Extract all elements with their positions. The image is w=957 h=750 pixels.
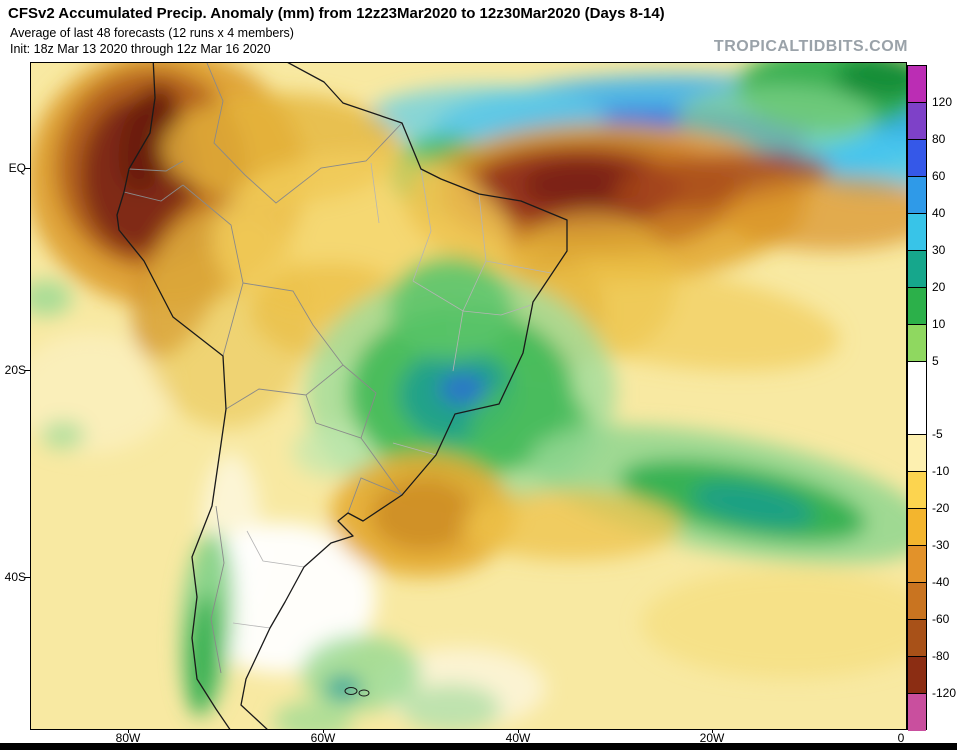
map-canvas xyxy=(31,63,906,729)
tropicaltidbits-watermark: TROPICALTIDBITS.COM xyxy=(713,38,908,55)
y-axis-tick xyxy=(25,370,30,371)
y-axis-tick xyxy=(25,577,30,578)
colorbar-tick-label: 20 xyxy=(932,280,946,294)
colorbar-cell xyxy=(908,472,926,509)
colorbar-cell xyxy=(908,657,926,694)
x-axis-tick xyxy=(128,729,129,733)
x-axis-tick xyxy=(712,729,713,733)
anomaly-blob xyxy=(31,280,72,316)
anomaly-blob xyxy=(523,161,643,209)
colorbar-tick-label: 60 xyxy=(932,169,946,183)
anomaly-blob xyxy=(461,490,681,560)
colorbar-cell xyxy=(908,620,926,657)
colorbar-tick-label: -10 xyxy=(932,464,950,478)
coastline-path xyxy=(116,63,568,729)
anomaly-blob xyxy=(293,425,369,477)
colorbar-tick-label: -80 xyxy=(932,649,950,663)
colorbar-cell xyxy=(908,251,926,288)
colorbar-tick-label: -30 xyxy=(932,538,950,552)
colorbar-tick-label: 40 xyxy=(932,206,946,220)
colorbar-cell xyxy=(908,103,926,140)
x-axis-tick xyxy=(518,729,519,733)
y-axis-label-eq: EQ xyxy=(8,161,26,175)
colorbar-tick-label: -20 xyxy=(932,501,950,515)
colorbar-tick-label: 80 xyxy=(932,132,946,146)
y-axis-label-40s: 40S xyxy=(4,570,26,584)
colorbar-cell xyxy=(908,140,926,177)
anomaly-blob xyxy=(692,482,814,528)
y-axis-label-20s: 20S xyxy=(4,363,26,377)
colorbar-cell xyxy=(908,435,926,472)
forecast-average-subtitle: Average of last 48 forecasts (12 runs x … xyxy=(10,26,294,40)
anomaly-blob xyxy=(721,175,906,251)
anomaly-field-layer xyxy=(31,63,906,729)
colorbar-cell xyxy=(908,583,926,620)
init-time-label: Init: 18z Mar 13 2020 through 12z Mar 16… xyxy=(10,42,271,56)
x-axis-tick xyxy=(323,729,324,733)
colorbar-cell xyxy=(908,288,926,325)
colorbar-cell xyxy=(908,214,926,251)
anomaly-blob xyxy=(41,421,85,449)
colorbar-tick-label: 120 xyxy=(932,95,953,109)
anomaly-blob xyxy=(371,479,475,551)
bottom-black-bar xyxy=(0,743,957,750)
geography-layer xyxy=(116,63,568,729)
anomaly-blob xyxy=(273,701,353,729)
colorbar-cell xyxy=(908,694,926,731)
country-borders-path xyxy=(123,63,403,674)
colorbar-tick-label: 10 xyxy=(932,317,946,331)
anomaly-blob xyxy=(389,256,513,360)
colorbar-tick-label: -40 xyxy=(932,575,950,589)
colorbar-tick-label: -120 xyxy=(932,686,957,700)
colorbar-cell xyxy=(908,66,926,103)
colorbar-tick-label: -5 xyxy=(932,427,943,441)
y-axis-tick xyxy=(25,168,30,169)
anomaly-blob xyxy=(118,84,180,192)
anomaly-blob xyxy=(401,684,501,729)
anomaly-blob xyxy=(641,568,906,678)
state-borders-path xyxy=(232,162,552,629)
colorbar-tick-label: 5 xyxy=(932,354,939,368)
anomaly-blob xyxy=(836,63,906,99)
anomaly-blob xyxy=(439,373,487,405)
anomaly-blob xyxy=(301,635,421,711)
falkland-islands xyxy=(344,687,370,697)
colorbar-tick-label: -60 xyxy=(932,612,950,626)
colorbar-tick-label: 30 xyxy=(932,243,946,257)
anomaly-blob xyxy=(187,593,219,717)
anomaly-blob xyxy=(676,85,876,151)
anomaly-blob xyxy=(325,676,361,700)
x-axis-label-0: 0 xyxy=(897,731,905,745)
colorbar-cell xyxy=(908,546,926,583)
colorbar-cell xyxy=(908,325,926,362)
x-axis-label-20w: 20W xyxy=(699,731,725,745)
colorbar-cell xyxy=(908,509,926,546)
x-axis-label-80w: 80W xyxy=(115,731,141,745)
page-title: CFSv2 Accumulated Precip. Anomaly (mm) f… xyxy=(8,5,665,22)
colorbar-cell xyxy=(908,362,926,435)
colorbar-cell xyxy=(908,177,926,214)
x-axis-label-60w: 60W xyxy=(310,731,336,745)
x-axis-label-40w: 40W xyxy=(505,731,531,745)
map-frame xyxy=(30,62,907,730)
colorbar xyxy=(907,65,927,731)
colorbar-labels: 120 80 60 40 30 20 10 5 -5 -10 -20 -30 -40 -60 -80 -120 xyxy=(932,65,957,730)
